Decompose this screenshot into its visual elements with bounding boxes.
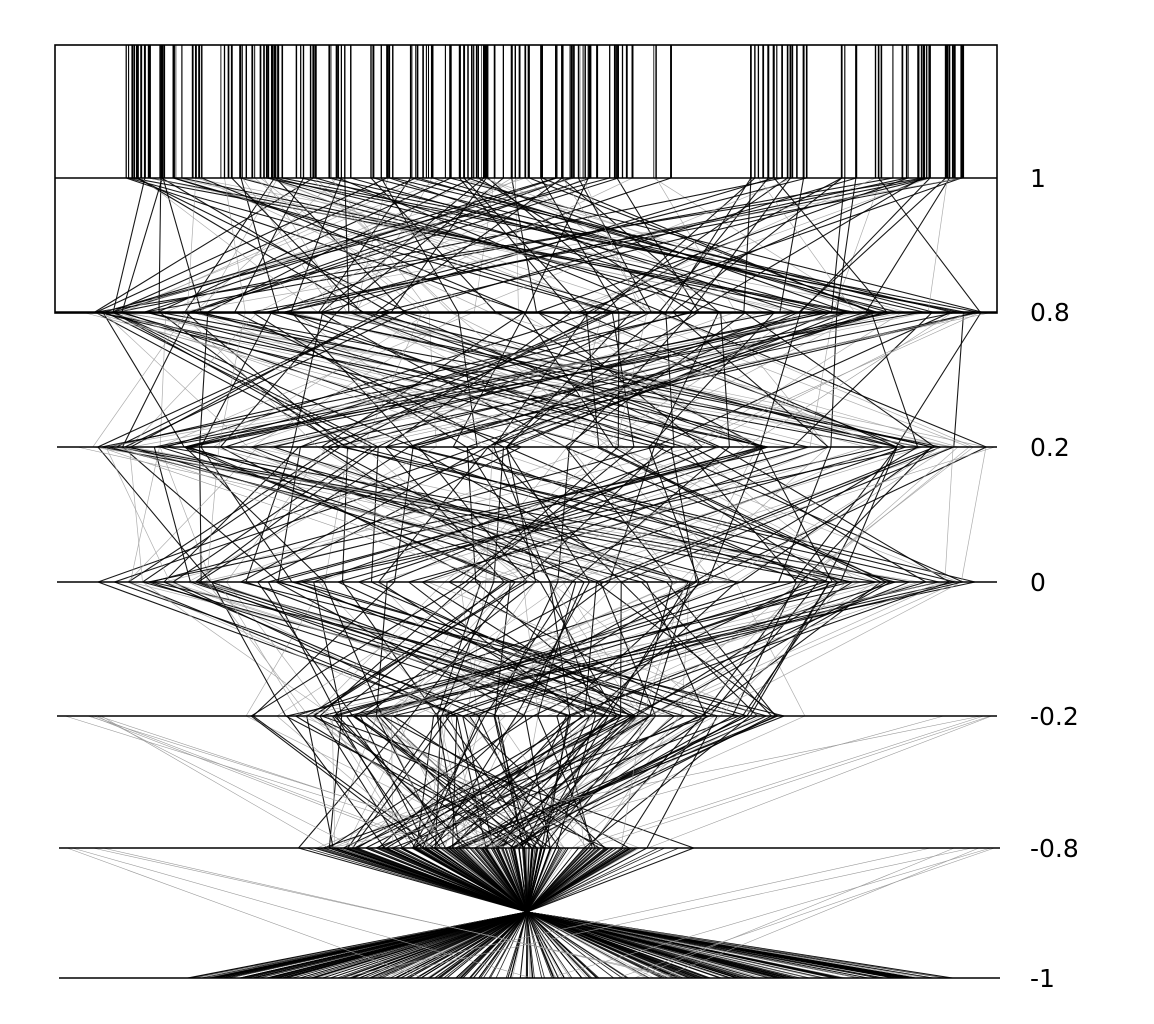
faint-cross-line (72, 847, 532, 979)
faint-cross-line (548, 847, 991, 979)
faint-cross-line (647, 715, 992, 849)
level-label: 0 (1030, 568, 1046, 597)
faint-cross-line (117, 446, 732, 583)
faint-cross-line (117, 446, 532, 583)
connection-lines (65, 45, 995, 979)
top-band-frame (54, 44, 998, 314)
faint-cross-line (588, 715, 991, 849)
faint-cross-line (301, 581, 942, 717)
faint-cross-line (357, 311, 984, 448)
faint-cross-line (617, 847, 995, 979)
faint-cross-line (463, 715, 944, 849)
faint-cross-line (66, 847, 424, 979)
faint-cross-line (329, 715, 981, 849)
faint-cross-line (372, 847, 972, 979)
faint-cross-line (101, 715, 329, 849)
faint-cross-line (573, 715, 984, 849)
level-label: -0.2 (1030, 702, 1079, 731)
level-label: 1 (1030, 164, 1046, 193)
faint-cross-line (660, 847, 980, 979)
faint-cross-line (77, 446, 678, 583)
faint-cross-line (99, 446, 498, 583)
faint-cross-line (98, 715, 500, 849)
faint-cross-line (634, 847, 955, 979)
level-labels: 1 0.8 0.2 0 -0.2 -0.8 -1 (1030, 164, 1079, 993)
faint-cross-line (339, 311, 995, 448)
faint-cross-line (102, 847, 675, 979)
faint-cross-line (744, 311, 954, 448)
faint-cross-line (723, 446, 940, 583)
faint-cross-line (93, 715, 441, 849)
top-band-ticks (125, 45, 965, 178)
faint-cross-line (92, 847, 682, 979)
level-label: 0.8 (1030, 298, 1070, 327)
faint-cross-line (681, 311, 981, 448)
level-label: -1 (1030, 964, 1055, 993)
faint-cross-line (565, 446, 995, 583)
faint-cross-line (112, 446, 627, 583)
faint-cross-line (103, 311, 700, 448)
faint-cross-line (341, 847, 931, 979)
level-label: -0.8 (1030, 834, 1079, 863)
faint-cross-line (65, 715, 489, 849)
faint-cross-line (697, 311, 969, 448)
level-axes (55, 177, 1000, 979)
faint-cross-line (545, 581, 944, 717)
connection-line (330, 45, 752, 979)
faint-cross-line (116, 311, 495, 448)
faint-cross-line (97, 715, 357, 849)
fan-line (418, 847, 824, 979)
faint-cross-line (90, 715, 433, 849)
faint-cross-line (92, 311, 556, 448)
level-label: 0.2 (1030, 433, 1070, 462)
